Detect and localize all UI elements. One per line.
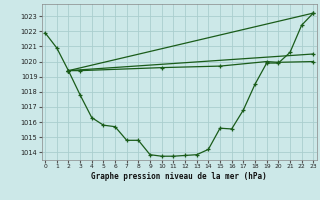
X-axis label: Graphe pression niveau de la mer (hPa): Graphe pression niveau de la mer (hPa) (91, 172, 267, 181)
